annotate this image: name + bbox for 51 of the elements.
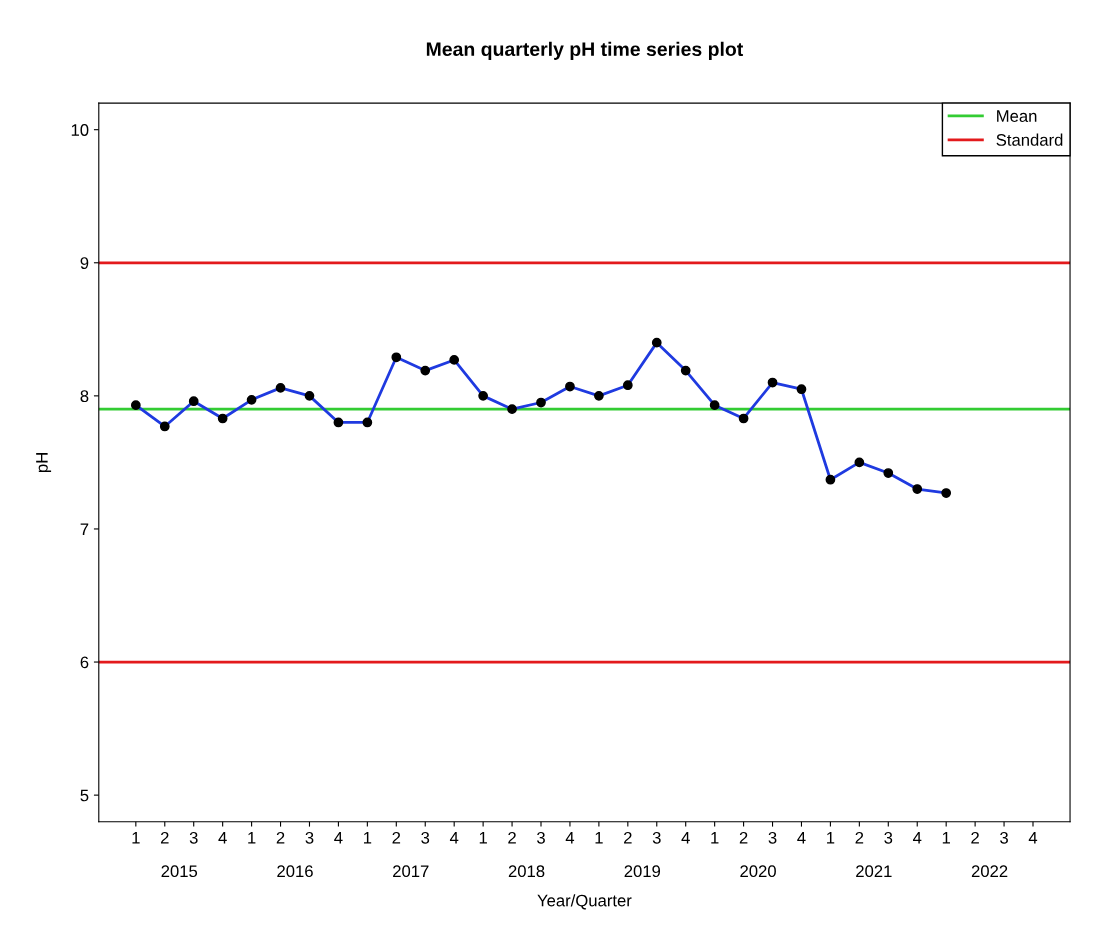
x-tick-label: 2 xyxy=(855,831,864,844)
x-tick-label: 2 xyxy=(971,831,979,844)
y-tick-label: 9 xyxy=(80,257,89,269)
legend-label: Standard xyxy=(996,133,1063,146)
text: 2021 xyxy=(856,865,892,878)
x-tick-label: 3 xyxy=(305,831,314,844)
x-tick-label: 4 xyxy=(681,832,690,844)
text: 2022 xyxy=(971,865,1008,878)
x-tick-label: 4 xyxy=(912,832,922,844)
text: 2017 xyxy=(393,865,429,878)
y-tick-label: 5 xyxy=(80,789,89,802)
x-tick-label: 1 xyxy=(942,832,950,844)
x-tick-label: 4 xyxy=(218,832,227,844)
x-tick-label: 2 xyxy=(508,831,516,844)
x-tick-label: 4 xyxy=(449,832,459,844)
x-tick-label: 1 xyxy=(479,832,487,844)
x-tick-label: 2 xyxy=(739,831,748,844)
y-tick-label: 6 xyxy=(80,656,89,669)
legend-label: Mean xyxy=(997,110,1037,122)
x-tick-label: 1 xyxy=(248,832,256,844)
x-axis-title: Year/Quarter xyxy=(537,894,632,910)
x-tick-label: 4 xyxy=(1028,832,1038,844)
text: 2016 xyxy=(277,865,313,878)
x-tick-label: 2 xyxy=(624,831,632,844)
x-tick-label: 3 xyxy=(768,831,777,844)
y-tick-label: 8 xyxy=(80,390,89,403)
x-tick-label: 1 xyxy=(595,832,603,844)
x-tick-label: 3 xyxy=(189,831,198,844)
y-tick-label: 7 xyxy=(80,523,89,535)
x-tick-label: 1 xyxy=(364,832,372,844)
text: 2019 xyxy=(624,865,661,878)
x-tick-label: 3 xyxy=(537,831,545,844)
x-tick-label: 1 xyxy=(711,832,719,844)
x-tick-label: 3 xyxy=(884,831,893,844)
x-tick-label: 1 xyxy=(827,832,835,844)
x-tick-label: 4 xyxy=(334,832,343,844)
text: 2020 xyxy=(740,865,776,878)
x-tick-label: 4 xyxy=(797,832,806,844)
x-tick-label: 2 xyxy=(276,831,285,844)
x-tick-label: 2 xyxy=(160,831,169,844)
text: 2018 xyxy=(508,865,545,878)
x-tick-label: 4 xyxy=(565,832,575,844)
y-tick-label: 10 xyxy=(71,124,89,136)
x-tick-label: 1 xyxy=(132,832,140,844)
x-tick-label: 3 xyxy=(421,831,430,844)
x-tick-label: 2 xyxy=(392,831,401,844)
x-tick-label: 3 xyxy=(652,831,661,844)
y-axis-title: pH xyxy=(36,453,52,472)
chart-title: Mean quarterly pH time series plot xyxy=(426,41,744,60)
x-tick-label: 3 xyxy=(1000,831,1008,844)
text: 2015 xyxy=(161,865,198,878)
